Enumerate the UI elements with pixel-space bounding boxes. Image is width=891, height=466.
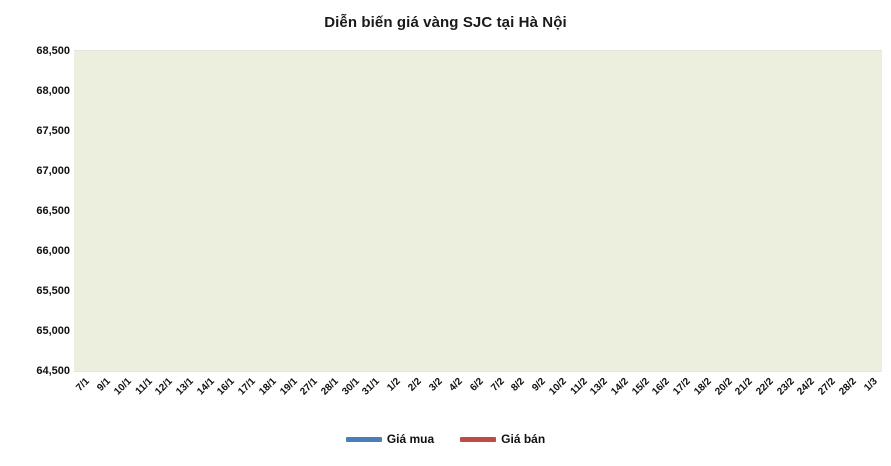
legend-item[interactable]: Giá mua (345, 432, 435, 446)
y-axis-tick-label: 66,000 (36, 245, 70, 257)
y-axis-tick-label: 65,500 (36, 285, 70, 297)
legend-label: Giá mua (386, 432, 435, 446)
y-axis: 68,500 68,000 67,500 67,000 66,500 66,000 65,5… (0, 0, 70, 466)
y-axis-tick-label: 68,500 (36, 45, 70, 57)
plot-area (74, 51, 882, 371)
legend-color-swatch (460, 436, 497, 442)
legend-color-swatch (345, 436, 382, 442)
y-axis-tick-label: 65,000 (36, 325, 70, 337)
y-axis-tick-label: 66,500 (36, 205, 70, 217)
chart-legend: Giá mua Giá bán (0, 432, 891, 446)
legend-label: Giá bán (501, 432, 546, 446)
y-axis-tick-label: 68,000 (36, 85, 70, 97)
chart-title: Diễn biến giá vàng SJC tại Hà Nội (324, 14, 567, 31)
y-axis-tick-label: 64,500 (36, 365, 70, 377)
y-axis-tick-label: 67,500 (36, 125, 70, 137)
y-axis-tick-label: 67,000 (36, 165, 70, 177)
legend-item[interactable]: Giá bán (460, 432, 545, 446)
